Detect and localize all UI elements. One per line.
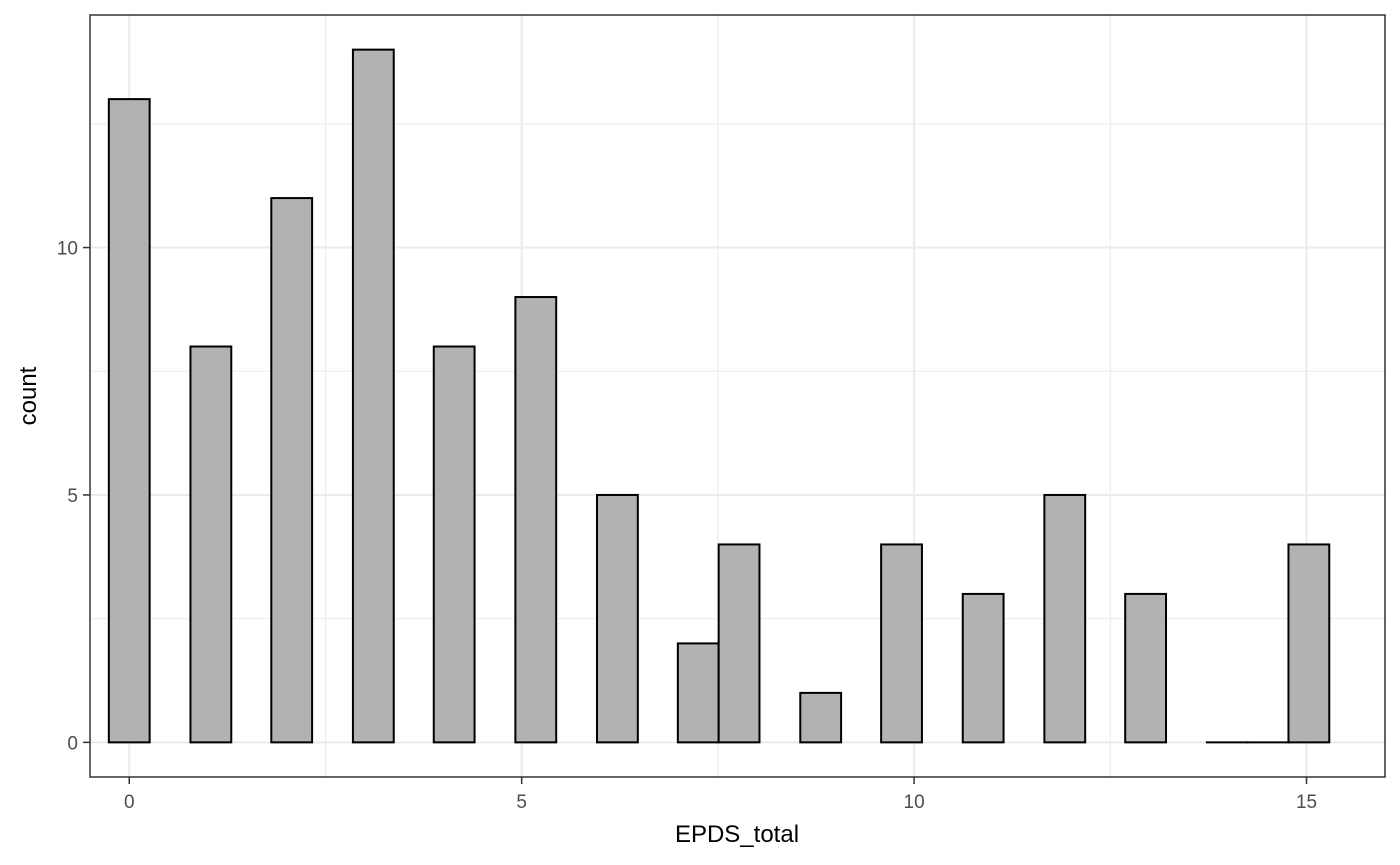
- tick-labels: 0 5 10 15 0 5 10: [57, 239, 1317, 813]
- y-tick-label-1: 5: [67, 486, 78, 507]
- bar-16: [1287, 543, 1331, 744]
- x-tick-label-1: 5: [516, 792, 527, 813]
- bar-7: [676, 642, 720, 744]
- bar-13: [1124, 592, 1168, 744]
- x-tick-label-3: 15: [1296, 792, 1317, 813]
- bar-4: [432, 345, 476, 744]
- bar-3: [351, 48, 395, 744]
- bar-9: [799, 691, 843, 744]
- y-axis-title: count: [15, 366, 42, 425]
- bar-2: [270, 197, 314, 744]
- bars: [107, 48, 1331, 744]
- x-tick-label-2: 10: [904, 792, 925, 813]
- bar-0: [107, 98, 151, 744]
- bar-10: [880, 543, 923, 744]
- y-tick-label-2: 10: [57, 239, 78, 260]
- y-tick-label-0: 0: [67, 733, 78, 754]
- bar-1: [189, 345, 233, 744]
- bar-12: [1043, 493, 1087, 744]
- bar-6: [596, 493, 639, 744]
- panel-border: [89, 14, 1386, 778]
- bar-8: [717, 543, 761, 744]
- x-axis-title: EPDS_total: [675, 821, 799, 848]
- axis-ticks: [83, 246, 1308, 784]
- bar-11: [961, 592, 1005, 744]
- x-tick-label-0: 0: [124, 792, 135, 813]
- bar-5: [514, 296, 558, 744]
